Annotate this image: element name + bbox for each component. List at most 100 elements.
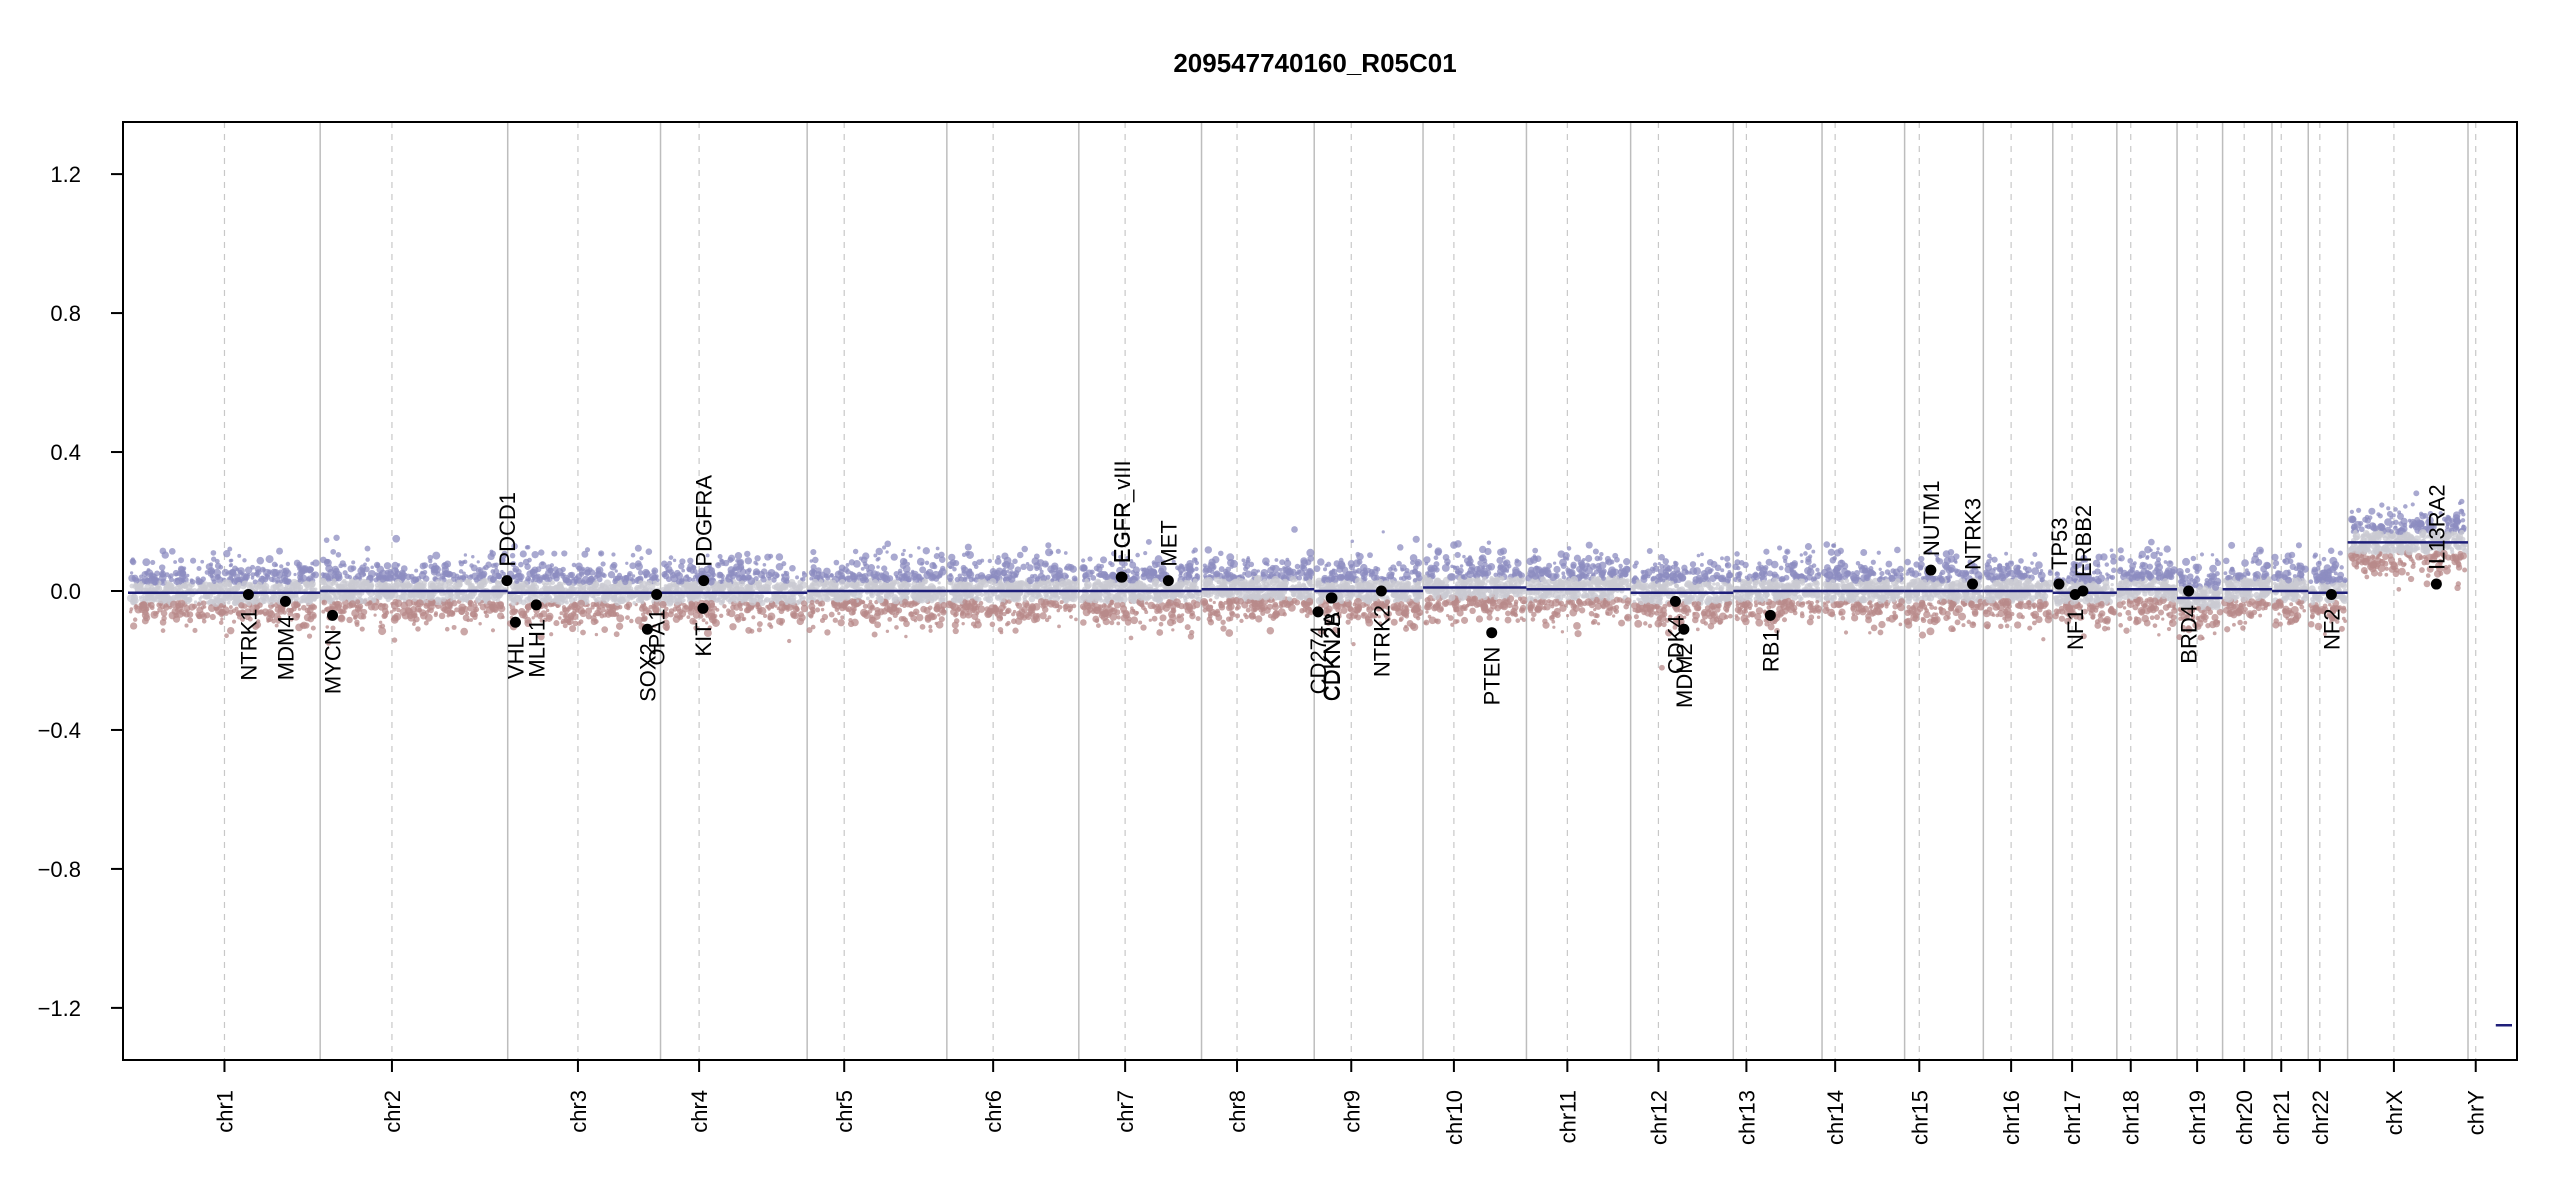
probe-point [335, 583, 340, 589]
probe-point [1063, 566, 1069, 571]
probe-point [228, 605, 233, 609]
probe-point [163, 584, 169, 590]
probe-point [781, 573, 785, 577]
probe-point [451, 624, 457, 630]
probe-point [396, 607, 401, 613]
probe-point [573, 596, 578, 602]
probe-point [139, 586, 144, 592]
probe-point [698, 613, 704, 619]
probe-point [935, 620, 944, 629]
probe-point [1229, 564, 1234, 569]
probe-point [441, 571, 446, 576]
probe-point [541, 575, 546, 580]
probe-point [837, 619, 845, 627]
probe-point [1245, 607, 1251, 613]
probe-point [600, 582, 605, 588]
probe-point [1221, 575, 1226, 579]
probe-point [932, 564, 938, 570]
probe-point [1010, 597, 1016, 602]
probe-point [545, 581, 549, 586]
probe-point [1045, 542, 1052, 549]
probe-point [274, 623, 279, 628]
probe-point [908, 553, 913, 558]
probe-point [1207, 619, 1215, 626]
probe-point [524, 545, 530, 550]
probe-point [423, 620, 429, 626]
probe-point [1103, 583, 1111, 591]
probe-point [837, 611, 841, 616]
probe-point [1136, 600, 1141, 605]
probe-point [381, 603, 389, 610]
probe-point [245, 599, 252, 606]
probe-point [964, 543, 972, 551]
probe-point [679, 558, 686, 565]
probe-point [257, 602, 263, 609]
probe-point [306, 633, 313, 639]
probe-point [1266, 626, 1275, 635]
probe-point [289, 607, 294, 613]
probe-point [132, 617, 138, 622]
probe-point [300, 574, 308, 582]
probe-point [928, 594, 935, 601]
probe-point [743, 584, 752, 593]
probe-point [598, 550, 605, 557]
probe-point [311, 604, 318, 610]
probe-point [209, 613, 216, 621]
probe-point [1096, 579, 1101, 585]
probe-point [1244, 614, 1249, 620]
probe-point [434, 611, 439, 616]
probe-point [547, 567, 554, 574]
probe-point [482, 592, 490, 600]
probe-point [961, 552, 967, 558]
probe-point [775, 553, 784, 561]
probe-point [761, 568, 768, 575]
probe-point [1006, 562, 1015, 571]
probe-point [395, 574, 399, 578]
probe-point [919, 623, 926, 630]
probe-point [1113, 582, 1118, 587]
probe-point [585, 577, 594, 586]
probe-point [1149, 569, 1157, 577]
probe-point [1098, 604, 1104, 610]
probe-point [1155, 603, 1160, 608]
probe-point [937, 581, 941, 585]
probe-point [1139, 582, 1147, 589]
probe-point [168, 577, 175, 583]
probe-point [747, 567, 752, 573]
probe-point [1221, 583, 1226, 588]
probe-point [533, 613, 539, 618]
probe-point [371, 603, 380, 611]
probe-point [1248, 578, 1254, 584]
probe-point [1059, 600, 1064, 605]
probe-point [843, 600, 850, 607]
probe-point [856, 571, 862, 577]
probe-point [791, 612, 799, 620]
probe-point [1156, 629, 1164, 636]
probe-point [1151, 615, 1158, 622]
probe-point [963, 603, 971, 611]
probe-point [717, 554, 723, 559]
probe-point [1004, 581, 1010, 586]
probe-point [459, 606, 464, 611]
probe-point [311, 583, 316, 588]
probe-point [915, 613, 924, 622]
probe-point [767, 622, 773, 628]
probe-point [1306, 597, 1314, 605]
probe-point [189, 579, 196, 585]
probe-point [286, 607, 291, 613]
probe-point [838, 579, 846, 586]
probe-point [274, 599, 278, 603]
probe-point [727, 556, 734, 563]
probe-point [625, 561, 629, 565]
probe-point [308, 611, 317, 620]
probe-point [852, 607, 857, 612]
probe-point [823, 573, 829, 579]
probe-point [590, 615, 597, 622]
probe-point [607, 571, 616, 579]
probe-point [578, 619, 584, 625]
probe-point [749, 628, 755, 634]
probe-point [1015, 602, 1020, 607]
probe-point [496, 592, 502, 598]
probe-point [849, 581, 856, 589]
